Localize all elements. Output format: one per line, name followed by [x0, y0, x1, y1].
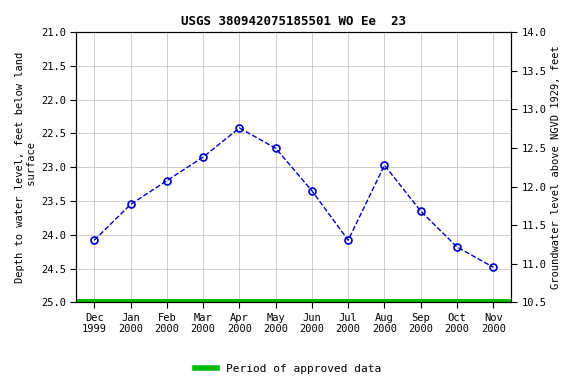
Legend: Period of approved data: Period of approved data: [191, 359, 385, 379]
Y-axis label: Groundwater level above NGVD 1929, feet: Groundwater level above NGVD 1929, feet: [551, 45, 561, 289]
Title: USGS 380942075185501 WO Ee  23: USGS 380942075185501 WO Ee 23: [181, 15, 406, 28]
Y-axis label: Depth to water level, feet below land
 surface: Depth to water level, feet below land su…: [15, 51, 37, 283]
